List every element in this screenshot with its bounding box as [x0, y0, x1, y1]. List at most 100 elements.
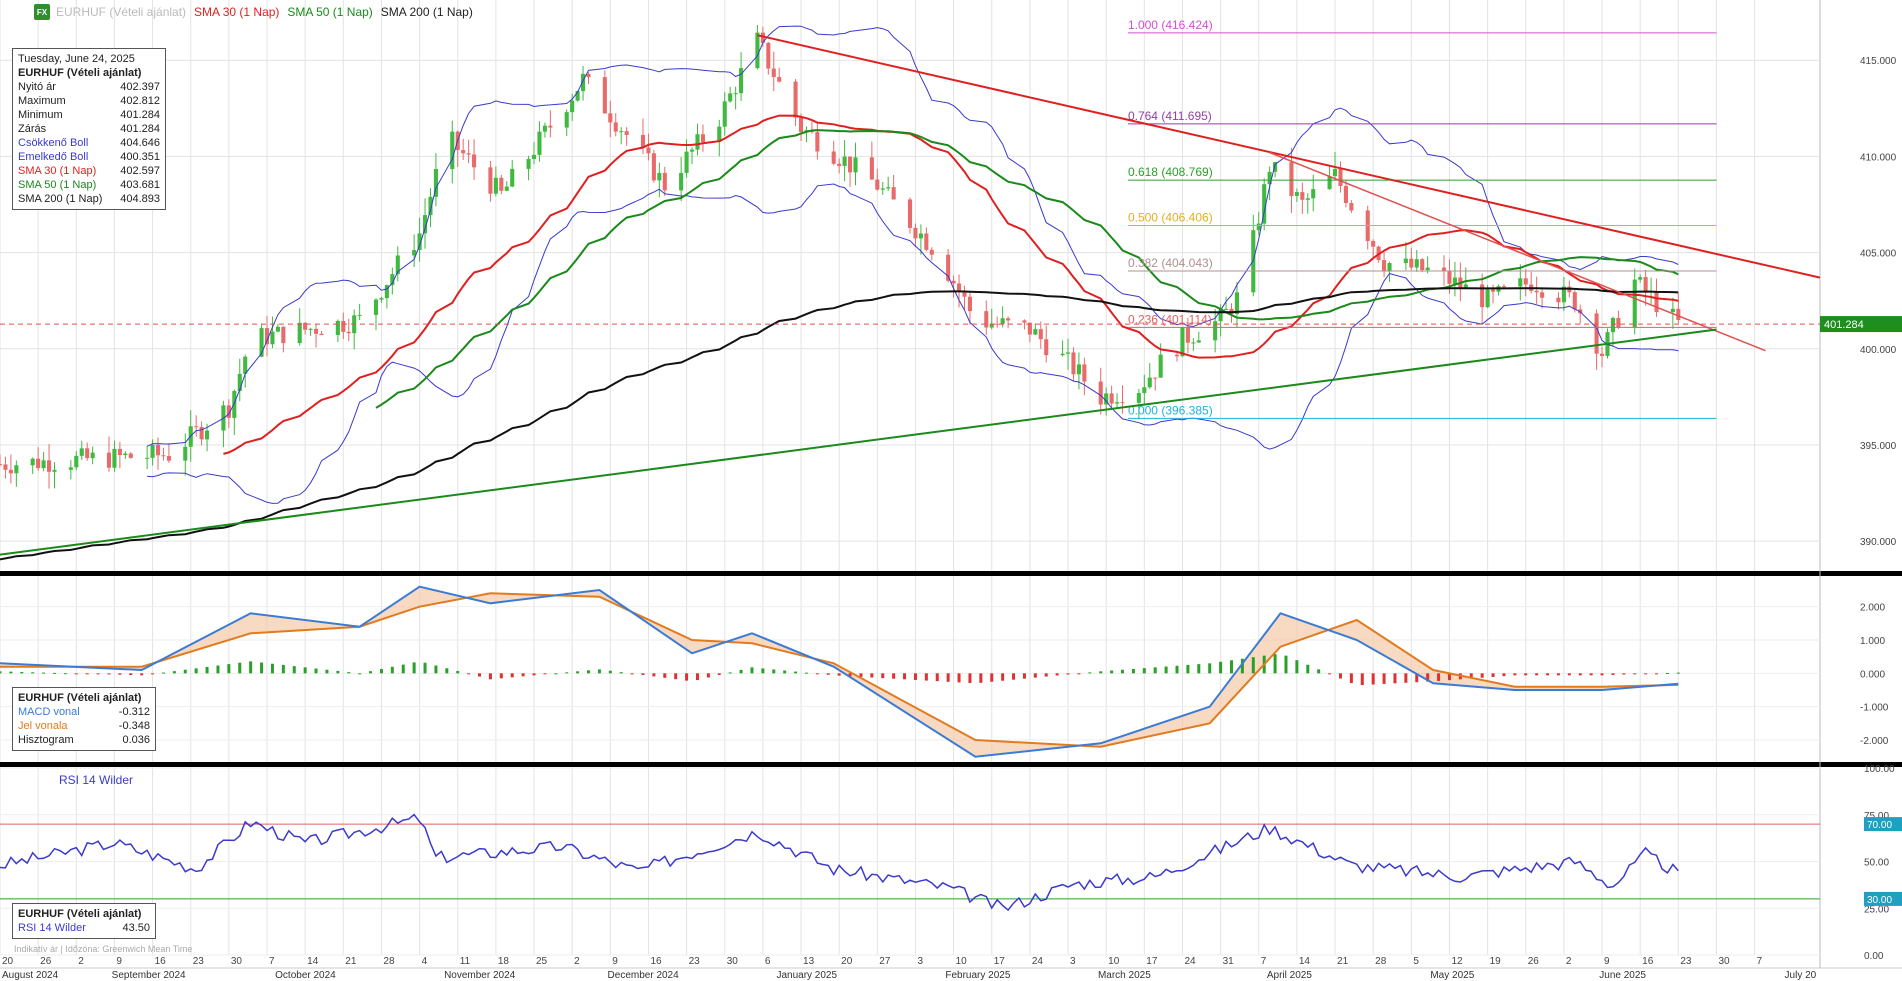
candle-body: [199, 427, 204, 440]
macd-hist-bar: [194, 668, 198, 674]
candle-body: [183, 446, 188, 461]
candle-body: [531, 154, 537, 159]
sma200-line: [0, 287, 1679, 561]
fx-icon: FX: [34, 4, 50, 20]
x-tick-label: 24: [1184, 956, 1196, 967]
candle-body: [1104, 393, 1109, 405]
month-label: January 2025: [776, 970, 837, 981]
macd-legend-label: Hisztogram: [18, 734, 74, 746]
candle-body: [733, 93, 738, 95]
macd-hist-bar: [325, 669, 329, 674]
macd-hist-bar: [1524, 673, 1528, 676]
rsi-legend-row: RSI 14 Wilder 43.50: [18, 921, 150, 935]
candle-body: [962, 291, 967, 297]
macd-legend-label: Jel vonala: [18, 720, 68, 732]
candle-body: [1403, 258, 1408, 264]
price-legend-value: 401.284: [120, 109, 160, 121]
macd-hist-bar: [1644, 673, 1648, 675]
candle-body: [1027, 322, 1032, 335]
candle-body: [842, 156, 847, 166]
price-legend-row: Zárás 401.284: [18, 122, 160, 136]
candle-body: [1065, 352, 1071, 354]
resistance-trendline: [757, 34, 1821, 279]
sma30-line: [223, 114, 1679, 455]
price-legend-label: SMA 30 (1 Nap): [18, 165, 97, 177]
candle-body: [461, 150, 466, 154]
x-tick-label: 7: [1757, 956, 1763, 967]
candle-body: [373, 299, 379, 315]
macd-hist-bar: [685, 673, 689, 681]
macd-hist-bar: [1022, 673, 1026, 679]
macd-legend-label: MACD vonal: [18, 706, 80, 718]
macd-hist-bar: [1110, 670, 1114, 674]
macd-hist-bar: [1208, 663, 1212, 674]
support-trendline: [0, 328, 1717, 556]
macd-hist-bar: [1480, 673, 1484, 678]
candle-body: [700, 134, 705, 142]
macd-hist-bar: [1251, 657, 1255, 674]
price-legend-value: 402.397: [120, 81, 160, 93]
candle-body: [679, 172, 684, 191]
candle-body: [564, 112, 569, 128]
candle-body: [1409, 258, 1414, 268]
macd-hist-bar: [1295, 660, 1299, 674]
header-sma30[interactable]: SMA 30 (1 Nap): [194, 5, 280, 19]
macd-hist-bar: [881, 673, 885, 679]
macd-hist-bar: [1404, 673, 1408, 683]
macd-hist-bar: [1655, 673, 1659, 675]
x-tick-label: 16: [650, 956, 662, 967]
y-tick-label: 75.00: [1864, 811, 1889, 822]
header-sma200[interactable]: SMA 200 (1 Nap): [380, 5, 473, 19]
candle-body: [684, 151, 689, 173]
macd-hist-bar: [1153, 667, 1157, 674]
y-tick-label: 395.000: [1860, 441, 1897, 452]
price-legend-label: SMA 200 (1 Nap): [18, 193, 103, 205]
macd-hist-bar: [467, 673, 471, 675]
macd-hist-bar: [1469, 673, 1473, 679]
x-tick-label: 6: [765, 956, 771, 967]
candle-body: [771, 68, 776, 78]
candle-body: [1599, 353, 1605, 356]
price-legend-value: 403.681: [120, 179, 160, 191]
macd-hist-bar: [1001, 673, 1005, 681]
candle-body: [946, 254, 951, 281]
y-tick-label: 405.000: [1860, 249, 1897, 260]
candle-body: [3, 464, 8, 470]
x-tick-label: 14: [1299, 956, 1311, 967]
price-legend-row: SMA 50 (1 Nap) 403.681: [18, 178, 160, 192]
candle-body: [510, 168, 515, 187]
macd-hist-bar: [717, 673, 721, 675]
candle-body: [1289, 162, 1294, 196]
candle-body: [1033, 329, 1038, 335]
macd-hist-bar: [521, 673, 525, 677]
macd-hist-bar: [205, 666, 209, 674]
candle-body: [1327, 176, 1332, 190]
candle-body: [166, 456, 171, 461]
y-tick-label: 0.00: [1864, 951, 1884, 962]
macd-hist-bar: [151, 673, 155, 675]
x-tick-label: 19: [1490, 956, 1502, 967]
candle-body: [951, 280, 956, 284]
candle-body: [8, 469, 13, 474]
candle-body: [68, 467, 73, 470]
x-tick-label: 25: [536, 956, 548, 967]
x-tick-label: 7: [269, 956, 275, 967]
header-sma50[interactable]: SMA 50 (1 Nap): [287, 5, 373, 19]
x-tick-label: 28: [1375, 956, 1387, 967]
x-tick-label: 31: [1223, 956, 1235, 967]
candle-body: [308, 328, 313, 330]
price-legend-value: 401.284: [120, 123, 160, 135]
macd-hist-bar: [292, 666, 296, 674]
candle-body: [1060, 353, 1065, 356]
candle-body: [918, 233, 923, 239]
macd-legend-value: 0.036: [122, 734, 150, 746]
macd-hist-bar: [565, 672, 569, 674]
candle-body: [112, 448, 117, 468]
macd-hist-bar: [183, 669, 187, 674]
candle-body: [739, 68, 744, 94]
macd-hist-bar: [9, 671, 13, 674]
macd-hist-bar: [554, 673, 558, 675]
macd-hist-bar: [488, 673, 492, 680]
candle-body: [161, 455, 166, 457]
candle-body: [1463, 284, 1468, 289]
